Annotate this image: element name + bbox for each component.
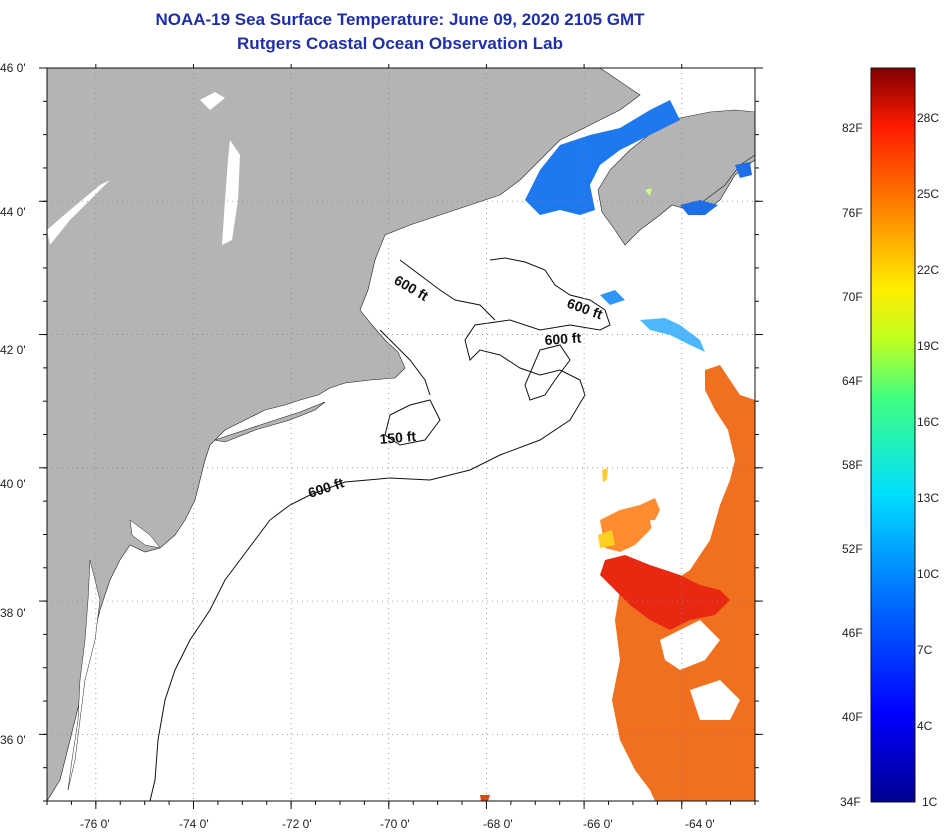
lat-label: 42 0': [0, 343, 26, 357]
lat-label: 36 0': [0, 733, 26, 747]
lake: [47, 180, 110, 245]
colorbar-f-label: 70F: [842, 290, 863, 304]
colorbar-f-label: 46F: [842, 626, 863, 640]
lon-label: -74 0': [179, 817, 209, 831]
colorbar-c-label: 19C: [917, 339, 939, 353]
lat-label: 40 0': [0, 477, 26, 491]
lon-label: -66 0': [583, 817, 613, 831]
lat-label: 46 0': [0, 61, 26, 75]
map-subtitle: Rutgers Coastal Ocean Observation Lab: [237, 34, 563, 53]
sst-data-gulfstream: [480, 365, 755, 801]
lon-label: -68 0': [483, 817, 513, 831]
chesapeake-bay: [67, 559, 101, 791]
colorbar-c-label: 10C: [917, 567, 939, 581]
colorbar-c-label: 4C: [917, 719, 933, 733]
colorbar-f-label: 76F: [842, 206, 863, 220]
delaware-bay: [129, 519, 161, 549]
colorbar-c-label: 25C: [917, 187, 939, 201]
lat-label: 44 0': [0, 205, 26, 219]
colorbar-c-label: 1C: [922, 795, 938, 809]
colorbar-c-labels: 28C 25C 22C 19C 16C 13C 10C 7C 4C 1C: [917, 111, 939, 809]
lon-label: -70 0': [380, 817, 410, 831]
bathymetry-contours: [149, 257, 611, 801]
lon-label: -72 0': [282, 817, 312, 831]
land-long-island: [213, 401, 326, 443]
lake: [222, 140, 240, 245]
axis-ticks: [39, 64, 763, 809]
lat-label: 38 0': [0, 606, 26, 620]
lon-labels: -76 0' -74 0' -72 0' -70 0' -68 0' -66 0…: [80, 817, 715, 831]
colorbar-c-label: 7C: [917, 643, 933, 657]
lake: [200, 92, 225, 110]
colorbar-f-label: 58F: [842, 458, 863, 472]
contour-label: 600 ft: [544, 329, 582, 348]
lon-label: -64 0': [685, 817, 715, 831]
land-new-england: [47, 68, 641, 801]
colorbar-f-label: 34F: [840, 795, 861, 809]
colorbar-f-label: 64F: [842, 374, 863, 388]
sst-data-north: [525, 100, 752, 352]
colorbar-f-label: 40F: [842, 710, 863, 724]
lon-label: -76 0': [80, 817, 110, 831]
colorbar-c-label: 28C: [917, 111, 939, 125]
colorbar-f-label: 82F: [842, 121, 863, 135]
colorbar-c-label: 13C: [917, 491, 939, 505]
map-title: NOAA-19 Sea Surface Temperature: June 09…: [155, 10, 645, 29]
contour-label: 150 ft: [379, 428, 417, 447]
lat-labels: 46 0' 44 0' 42 0' 40 0' 38 0' 36 0': [0, 61, 26, 747]
colorbar-f-labels: 82F 76F 70F 64F 58F 52F 46F 40F 34F: [840, 121, 863, 809]
colorbar: [870, 67, 916, 803]
colorbar-c-label: 22C: [917, 263, 939, 277]
colorbar-c-label: 16C: [917, 415, 939, 429]
colorbar-f-label: 52F: [842, 542, 863, 556]
